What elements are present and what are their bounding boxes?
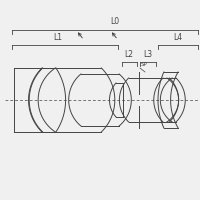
Text: L3: L3: [143, 50, 153, 59]
Text: L2: L2: [124, 50, 134, 59]
Text: L0: L0: [110, 17, 120, 26]
Text: L4: L4: [173, 33, 183, 42]
Text: L1: L1: [54, 33, 62, 42]
Text: SP: SP: [141, 62, 148, 67]
